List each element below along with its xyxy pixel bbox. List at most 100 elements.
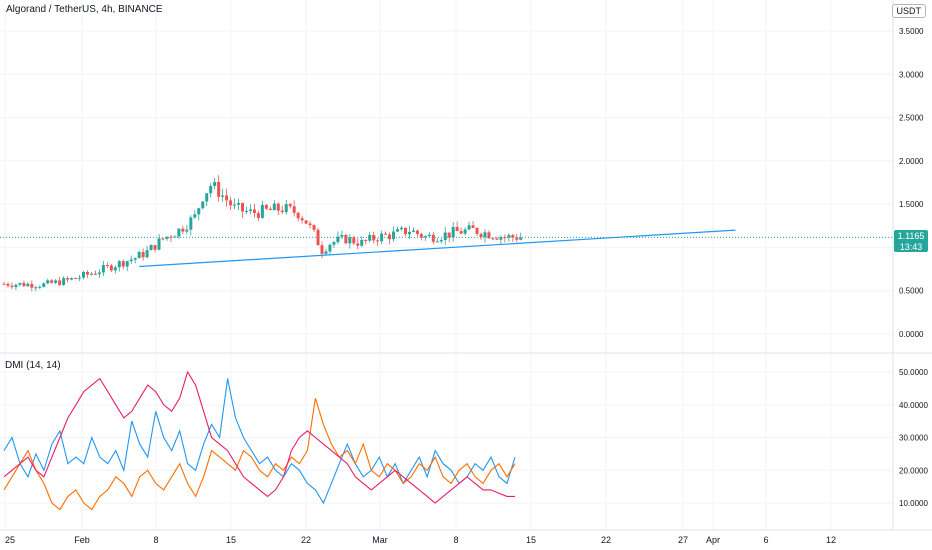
candle-body: [213, 181, 217, 187]
candle-body: [384, 233, 388, 235]
dmi-series-minusdi: [3, 398, 516, 511]
candle-body: [388, 234, 392, 240]
candle-body: [177, 228, 181, 237]
candle-body: [6, 283, 10, 286]
candle-body: [217, 181, 221, 197]
candle-body: [70, 277, 74, 280]
candle-body: [256, 213, 260, 218]
candle-body: [352, 237, 356, 244]
candle-body: [467, 225, 471, 230]
candle-body: [193, 214, 197, 218]
candle-body: [241, 202, 244, 212]
dmi-axis-label: 40.0000: [899, 401, 928, 410]
price-axis-label: 1.5000: [899, 200, 924, 209]
candle-body: [229, 200, 233, 206]
candle-body: [324, 251, 328, 254]
candle-body: [14, 284, 18, 288]
dmi-axis-label: 10.0000: [899, 499, 928, 508]
candle-body: [18, 282, 22, 285]
candle-body: [475, 227, 479, 234]
candle-body: [38, 286, 42, 288]
candle-body: [137, 251, 141, 259]
dmi-indicator-label[interactable]: DMI (14, 14): [5, 360, 61, 371]
candle-body: [292, 206, 296, 213]
time-axis-label: 12: [826, 535, 836, 545]
candle-body: [129, 259, 133, 262]
symbol-title[interactable]: Algorand / TetherUS, 4h, BINANCE: [6, 4, 163, 15]
candle-body: [340, 234, 344, 237]
candle-body: [89, 273, 93, 275]
dmi-axis-label: 50.0000: [899, 368, 928, 377]
candle-body: [66, 278, 70, 280]
candle-body: [336, 236, 340, 243]
candle-body: [364, 239, 368, 241]
candle-body: [34, 287, 38, 289]
price-axis-label: 3.5000: [899, 27, 924, 36]
price-axis-label: 0.5000: [899, 287, 924, 296]
candle-body: [407, 231, 411, 235]
price-axis-label: 2.0000: [899, 157, 924, 166]
candle-body: [181, 228, 185, 232]
candle-body: [268, 208, 272, 211]
candle-body: [26, 283, 30, 287]
candle-body: [403, 227, 407, 235]
candle-body: [411, 230, 415, 232]
candle-body: [185, 229, 189, 232]
candle-body: [244, 210, 248, 212]
candle-body: [443, 232, 447, 240]
candle-body: [85, 272, 89, 275]
candle-body: [272, 203, 276, 211]
candle-body: [344, 234, 348, 244]
candle-body: [479, 233, 483, 238]
time-axis-label: Mar: [372, 535, 388, 545]
candle-body: [30, 283, 34, 288]
time-axis-label: Apr: [706, 535, 720, 545]
candle-body: [248, 209, 252, 211]
dmi-series-adx: [3, 370, 515, 504]
currency-badge[interactable]: USDT: [891, 4, 926, 18]
candle-body: [197, 208, 201, 215]
candle-body: [392, 231, 396, 240]
candle-body: [62, 278, 66, 285]
candle-body: [145, 250, 149, 258]
price-axis-label: 0.0000: [899, 330, 924, 339]
candle-body: [312, 225, 316, 230]
candle-body: [117, 261, 121, 268]
candle-body: [360, 239, 364, 246]
candle-body: [511, 235, 515, 238]
candle-body: [189, 217, 193, 230]
candle-body: [459, 231, 463, 234]
time-axis-label: 6: [763, 535, 768, 545]
dmi-axis-label: 30.0000: [899, 434, 928, 443]
bar-countdown: 13:43: [899, 242, 923, 252]
candle-body: [97, 272, 101, 275]
candle-body: [356, 243, 360, 246]
candle-body: [463, 229, 467, 234]
candle-body: [439, 239, 443, 242]
candle-body: [276, 203, 280, 211]
candle-body: [348, 237, 352, 244]
candle-body: [113, 267, 117, 271]
candle-body: [495, 238, 499, 240]
time-axis-label: 22: [301, 535, 311, 545]
candle-body: [105, 265, 109, 267]
candle-body: [221, 195, 225, 197]
dmi-series-plusdi: [3, 378, 516, 505]
candle-body: [78, 277, 82, 279]
candle-body: [280, 210, 284, 213]
candle-body: [22, 282, 26, 287]
candle-body: [2, 283, 6, 285]
price-axis-label: 3.0000: [899, 70, 924, 79]
candle-body: [260, 204, 264, 218]
candle-body: [296, 212, 300, 219]
price-axis-label: 2.5000: [899, 114, 924, 123]
candle-body: [332, 242, 336, 245]
candle-body: [288, 204, 292, 207]
candle-body: [74, 277, 78, 279]
candle-body: [237, 202, 241, 205]
candle-body: [93, 273, 97, 275]
last-price-tag: 1.1165 13:43: [894, 230, 928, 252]
candle-body: [487, 232, 491, 239]
candle-body: [419, 234, 423, 238]
